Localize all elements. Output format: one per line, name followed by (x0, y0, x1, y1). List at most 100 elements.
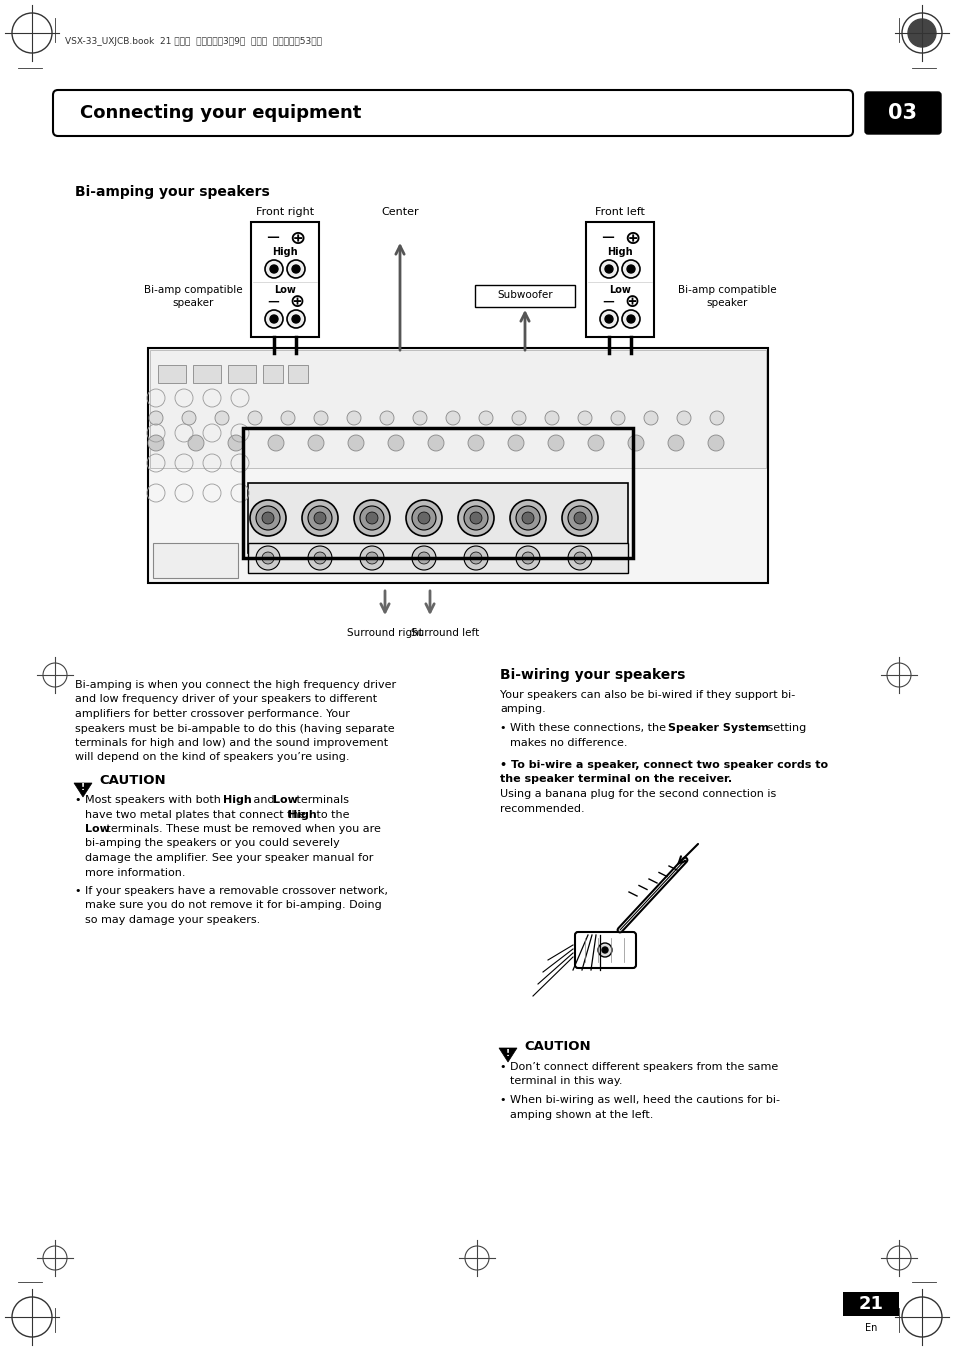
Text: terminals for high and low) and the sound improvement: terminals for high and low) and the soun… (75, 738, 388, 748)
Circle shape (262, 512, 274, 524)
Text: more information.: more information. (85, 868, 185, 878)
Text: Surround left: Surround left (411, 628, 478, 639)
Text: ⊕: ⊕ (624, 293, 639, 310)
Bar (585, 221, 654, 338)
Circle shape (516, 545, 539, 570)
Text: and: and (250, 795, 278, 805)
Text: • If your speakers have a removable crossover network,: • If your speakers have a removable cros… (75, 886, 388, 896)
Bar (193, 364, 221, 383)
Text: and low frequency driver of your speakers to different: and low frequency driver of your speaker… (75, 694, 376, 705)
Circle shape (604, 265, 613, 273)
Circle shape (359, 545, 384, 570)
Text: • To bi-wire a speaker, connect two speaker cords to: • To bi-wire a speaker, connect two spea… (499, 760, 827, 770)
Circle shape (228, 435, 244, 451)
Bar (251, 221, 318, 338)
Circle shape (561, 500, 598, 536)
Text: High: High (288, 810, 316, 819)
Circle shape (262, 552, 274, 564)
Circle shape (248, 410, 262, 425)
Text: bi-amping the speakers or you could severely: bi-amping the speakers or you could seve… (85, 838, 339, 849)
Text: High: High (606, 247, 632, 256)
Circle shape (599, 310, 618, 328)
Text: • With these connections, the: • With these connections, the (499, 724, 669, 733)
Text: 03: 03 (887, 103, 917, 123)
Circle shape (544, 410, 558, 425)
Bar (150, 350, 765, 468)
Text: Front right: Front right (255, 207, 314, 217)
FancyBboxPatch shape (864, 92, 940, 134)
Text: Center: Center (381, 207, 418, 217)
Circle shape (347, 410, 360, 425)
Circle shape (265, 261, 283, 278)
Circle shape (308, 435, 324, 451)
Circle shape (547, 435, 563, 451)
Circle shape (379, 410, 394, 425)
Bar (243, 428, 633, 558)
Circle shape (574, 512, 585, 524)
Text: En: En (864, 1323, 876, 1332)
Circle shape (308, 506, 332, 531)
Text: Low: Low (608, 285, 630, 296)
Circle shape (270, 315, 277, 323)
Circle shape (610, 410, 624, 425)
Circle shape (417, 552, 430, 564)
Circle shape (308, 545, 332, 570)
Bar (248, 483, 627, 554)
Circle shape (567, 545, 592, 570)
Text: so may damage your speakers.: so may damage your speakers. (85, 915, 260, 925)
Circle shape (348, 435, 364, 451)
Text: recommended.: recommended. (499, 803, 584, 814)
Circle shape (578, 410, 592, 425)
Text: Bi-wiring your speakers: Bi-wiring your speakers (499, 668, 684, 682)
Circle shape (468, 435, 483, 451)
Circle shape (457, 500, 494, 536)
Circle shape (567, 506, 592, 531)
Circle shape (598, 944, 612, 957)
Circle shape (287, 261, 305, 278)
Text: Bi-amping is when you connect the high frequency driver: Bi-amping is when you connect the high f… (75, 680, 395, 690)
Circle shape (428, 435, 443, 451)
Circle shape (314, 512, 326, 524)
Circle shape (388, 435, 403, 451)
Text: Bi-amping your speakers: Bi-amping your speakers (75, 185, 270, 198)
Circle shape (314, 552, 326, 564)
Text: Low: Low (273, 795, 297, 805)
Circle shape (512, 410, 525, 425)
Circle shape (359, 506, 384, 531)
FancyBboxPatch shape (53, 90, 852, 136)
FancyBboxPatch shape (575, 931, 636, 968)
Text: VSX-33_UXJCB.book  21 ページ  ２０１０年3月9日  火曜日  午前１０晉53９分: VSX-33_UXJCB.book 21 ページ ２０１０年3月9日 火曜日 午… (65, 38, 322, 46)
Circle shape (265, 310, 283, 328)
Circle shape (478, 410, 493, 425)
Text: speakers must be bi-ampable to do this (having separate: speakers must be bi-ampable to do this (… (75, 724, 395, 733)
Text: Front left: Front left (595, 207, 644, 217)
Text: • When bi-wiring as well, heed the cautions for bi-: • When bi-wiring as well, heed the cauti… (499, 1095, 780, 1106)
Circle shape (677, 410, 690, 425)
Text: 21: 21 (858, 1295, 882, 1314)
Circle shape (413, 410, 427, 425)
Circle shape (412, 545, 436, 570)
Text: • Most speakers with both: • Most speakers with both (75, 795, 224, 805)
Text: ⊕: ⊕ (289, 293, 304, 310)
Circle shape (417, 512, 430, 524)
Circle shape (463, 545, 488, 570)
Bar (158, 364, 186, 383)
Circle shape (521, 552, 534, 564)
Circle shape (314, 410, 328, 425)
Text: Low: Low (274, 285, 295, 296)
Text: the speaker terminal on the receiver.: the speaker terminal on the receiver. (499, 775, 731, 784)
Bar (842, 1292, 898, 1316)
Circle shape (406, 500, 441, 536)
Circle shape (627, 435, 643, 451)
Text: will depend on the kind of speakers you’re using.: will depend on the kind of speakers you’… (75, 752, 349, 763)
Bar (263, 364, 283, 383)
Text: to the: to the (313, 810, 349, 819)
Circle shape (587, 435, 603, 451)
Text: Subwoofer: Subwoofer (497, 290, 552, 300)
Text: setting: setting (763, 724, 805, 733)
Circle shape (366, 512, 377, 524)
Text: • Don’t connect different speakers from the same: • Don’t connect different speakers from … (499, 1062, 778, 1072)
Text: High: High (223, 795, 252, 805)
Text: speaker: speaker (705, 298, 747, 308)
Circle shape (412, 506, 436, 531)
